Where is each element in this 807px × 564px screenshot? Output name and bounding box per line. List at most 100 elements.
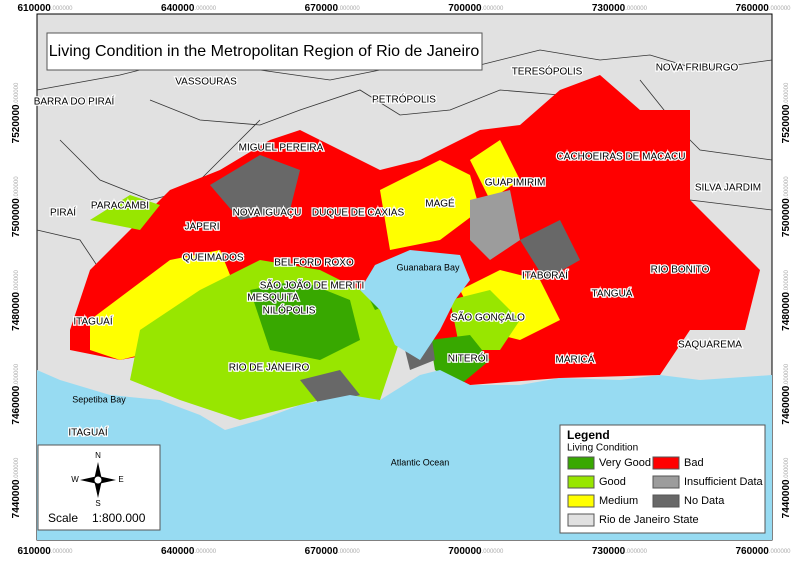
coordinate-label: 730000.000000 bbox=[592, 546, 648, 557]
place-label: JAPERI bbox=[184, 222, 219, 233]
coordinate-label: 700000.000000 bbox=[448, 3, 504, 14]
legend-label: Good bbox=[599, 476, 626, 488]
title-box bbox=[46, 32, 483, 71]
coordinate-decimals: .000000 bbox=[338, 549, 360, 555]
coordinate-decimals: .000000 bbox=[194, 6, 216, 12]
coordinate-main: 730000 bbox=[592, 546, 626, 557]
legend-label: No Data bbox=[684, 495, 725, 507]
coordinate-label: 7500000.000000 bbox=[781, 176, 792, 237]
coordinate-label: 7440000.000000 bbox=[781, 457, 792, 518]
coordinate-decimals: .000000 bbox=[14, 457, 20, 479]
coordinate-label: 640000.000000 bbox=[161, 546, 217, 557]
coordinate-main: 7480000 bbox=[11, 291, 22, 330]
coordinate-label: 670000.000000 bbox=[305, 546, 361, 557]
scale-label: Scale bbox=[48, 511, 78, 525]
coordinate-decimals: .000000 bbox=[625, 549, 647, 555]
coordinate-main: 7440000 bbox=[781, 479, 792, 518]
legend-swatch bbox=[652, 475, 680, 489]
coordinate-label: 7480000.000000 bbox=[11, 270, 22, 331]
place-label: ITAGUAÍ bbox=[68, 426, 107, 439]
coordinate-main: 640000 bbox=[161, 3, 195, 14]
coordinate-decimals: .000000 bbox=[482, 6, 504, 12]
legend-swatch bbox=[652, 456, 680, 470]
legend-label: Rio de Janeiro State bbox=[599, 514, 699, 526]
coordinate-main: 7500000 bbox=[781, 198, 792, 237]
legend-label: Medium bbox=[599, 495, 638, 507]
coordinate-label: 7460000.000000 bbox=[11, 363, 22, 424]
coordinate-label: 730000.000000 bbox=[592, 3, 648, 14]
compass-n: N bbox=[95, 451, 101, 460]
coordinate-label: 670000.000000 bbox=[305, 3, 361, 14]
coordinate-decimals: .000000 bbox=[14, 270, 20, 292]
coordinate-label: 7500000.000000 bbox=[11, 176, 22, 237]
place-label: MIGUEL PEREIRA bbox=[239, 143, 324, 154]
coordinate-main: 7500000 bbox=[11, 198, 22, 237]
legend-swatch bbox=[567, 475, 595, 489]
coordinate-main: 760000 bbox=[735, 546, 769, 557]
place-label: CACHOEIRAS DE MACACU bbox=[557, 152, 686, 163]
coordinate-main: 730000 bbox=[592, 3, 626, 14]
compass-e: E bbox=[118, 475, 123, 484]
place-label: NOVA IGUAÇU bbox=[233, 208, 302, 219]
coordinate-decimals: .000000 bbox=[14, 176, 20, 198]
coordinate-decimals: .000000 bbox=[482, 549, 504, 555]
legend-label: Bad bbox=[684, 457, 704, 469]
coordinate-decimals: .000000 bbox=[338, 6, 360, 12]
place-label: TANGUÁ bbox=[592, 287, 633, 300]
coordinate-decimals: .000000 bbox=[625, 6, 647, 12]
coordinate-label: 760000.000000 bbox=[735, 3, 791, 14]
coordinate-label: 610000.000000 bbox=[17, 3, 73, 14]
map-title: Living Condition in the Metropolitan Reg… bbox=[49, 43, 480, 60]
water-label: Sepetiba Bay bbox=[72, 394, 126, 404]
place-label: NITERÓI bbox=[448, 352, 489, 365]
coordinate-main: 610000 bbox=[17, 546, 51, 557]
coordinate-decimals: .000000 bbox=[784, 82, 790, 104]
coordinate-decimals: .000000 bbox=[14, 82, 20, 104]
coordinate-main: 670000 bbox=[305, 3, 339, 14]
insufficient-data bbox=[470, 190, 520, 260]
coordinate-label: 610000.000000 bbox=[17, 546, 73, 557]
coordinate-main: 760000 bbox=[735, 3, 769, 14]
coordinate-main: 700000 bbox=[448, 546, 482, 557]
legend-label: Very Good bbox=[599, 457, 651, 469]
place-label: DUQUE DE CAXIAS bbox=[312, 208, 405, 219]
coordinate-main: 7480000 bbox=[781, 291, 792, 330]
coordinate-decimals: .000000 bbox=[784, 457, 790, 479]
place-label: SÃO JOÃO DE MERITI bbox=[260, 279, 364, 292]
coordinate-main: 7520000 bbox=[11, 104, 22, 143]
water-label: Atlantic Ocean bbox=[391, 457, 450, 467]
coordinate-decimals: .000000 bbox=[51, 6, 73, 12]
guanabara-bay bbox=[360, 250, 470, 360]
coordinate-label: 7520000.000000 bbox=[11, 82, 22, 143]
place-label: SÃO GONÇALO bbox=[451, 311, 525, 324]
coordinate-main: 610000 bbox=[17, 3, 51, 14]
compass-w: W bbox=[71, 475, 79, 484]
coordinate-decimals: .000000 bbox=[784, 270, 790, 292]
coordinate-main: 640000 bbox=[161, 546, 195, 557]
compass-s: S bbox=[95, 499, 100, 508]
legend-swatch bbox=[567, 513, 595, 527]
legend-label: Insufficient Data bbox=[684, 476, 764, 488]
place-label: ITABORAÍ bbox=[522, 269, 568, 282]
place-label: NILÓPOLIS bbox=[263, 304, 316, 317]
place-label: GUAPIMIRIM bbox=[485, 178, 546, 189]
coordinate-main: 670000 bbox=[305, 546, 339, 557]
coordinate-decimals: .000000 bbox=[784, 363, 790, 385]
place-label: PARACAMBI bbox=[91, 201, 149, 212]
legend-swatch bbox=[567, 494, 595, 508]
compass-rose bbox=[80, 462, 116, 498]
place-label: ITAGUAÍ bbox=[73, 315, 112, 328]
place-label: MARICÁ bbox=[556, 353, 595, 366]
coordinate-decimals: .000000 bbox=[14, 363, 20, 385]
place-label: TERESÓPOLIS bbox=[512, 65, 583, 78]
coordinate-main: 700000 bbox=[448, 3, 482, 14]
coordinate-label: 700000.000000 bbox=[448, 546, 504, 557]
coordinate-decimals: .000000 bbox=[51, 549, 73, 555]
coordinate-main: 7460000 bbox=[781, 385, 792, 424]
coordinate-decimals: .000000 bbox=[769, 549, 791, 555]
place-label: RIO BONITO bbox=[651, 265, 710, 276]
coordinate-decimals: .000000 bbox=[784, 176, 790, 198]
place-label: PETRÓPOLIS bbox=[372, 93, 436, 106]
legend-swatch bbox=[652, 494, 680, 508]
